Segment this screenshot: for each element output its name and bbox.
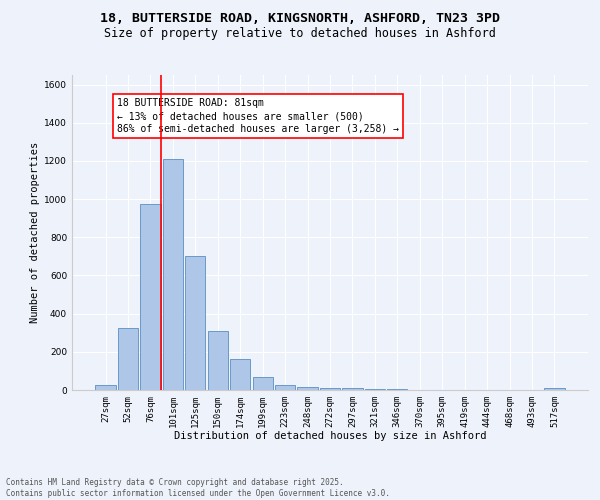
Bar <box>140 204 161 390</box>
Bar <box>320 388 340 390</box>
Text: Contains HM Land Registry data © Crown copyright and database right 2025.
Contai: Contains HM Land Registry data © Crown c… <box>6 478 390 498</box>
Bar <box>118 328 138 390</box>
Bar <box>163 159 183 390</box>
X-axis label: Distribution of detached houses by size in Ashford: Distribution of detached houses by size … <box>174 432 486 442</box>
Bar <box>275 384 295 390</box>
Y-axis label: Number of detached properties: Number of detached properties <box>30 142 40 323</box>
Bar <box>365 389 385 390</box>
Text: Size of property relative to detached houses in Ashford: Size of property relative to detached ho… <box>104 28 496 40</box>
Text: 18 BUTTERSIDE ROAD: 81sqm
← 13% of detached houses are smaller (500)
86% of semi: 18 BUTTERSIDE ROAD: 81sqm ← 13% of detac… <box>117 98 399 134</box>
Bar <box>230 360 250 390</box>
Text: 18, BUTTERSIDE ROAD, KINGSNORTH, ASHFORD, TN23 3PD: 18, BUTTERSIDE ROAD, KINGSNORTH, ASHFORD… <box>100 12 500 26</box>
Bar <box>544 388 565 390</box>
Bar <box>253 376 273 390</box>
Bar <box>208 331 228 390</box>
Bar <box>343 388 362 390</box>
Bar <box>298 386 317 390</box>
Bar <box>185 256 205 390</box>
Bar <box>95 385 116 390</box>
